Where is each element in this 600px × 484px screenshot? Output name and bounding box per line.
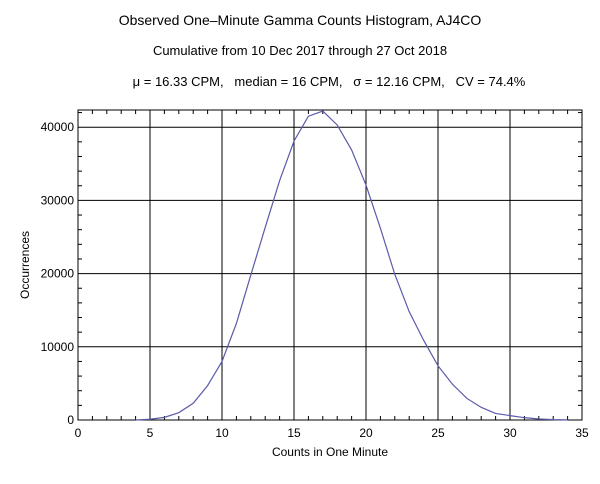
chart-title: Observed One–Minute Gamma Counts Histogr… (119, 12, 482, 28)
x-tick-label: 0 (75, 426, 82, 440)
grid (78, 110, 582, 420)
x-tick-label: 20 (359, 426, 373, 440)
x-axis-label: Counts in One Minute (272, 445, 388, 459)
y-tick-label: 10000 (41, 340, 75, 354)
x-tick-label: 5 (147, 426, 154, 440)
y-tick-label: 0 (67, 413, 74, 427)
chart-subtitle: Cumulative from 10 Dec 2017 through 27 O… (153, 43, 447, 58)
y-tick-label: 40000 (41, 120, 75, 134)
x-tick-label: 30 (503, 426, 517, 440)
x-tick-label: 35 (575, 426, 589, 440)
tick-labels: 0 5 10 15 20 25 30 35 0 10000 20000 30000 40000 (41, 120, 589, 440)
plot-frame (77, 109, 583, 421)
stats-line: μ = 16.33 CPM, median = 16 CPM, σ = 12.1… (133, 74, 526, 89)
x-tick-label: 10 (215, 426, 229, 440)
ticks (78, 110, 582, 420)
y-tick-label: 20000 (41, 267, 75, 281)
y-tick-label: 30000 (41, 193, 75, 207)
x-tick-label: 25 (431, 426, 445, 440)
series-line (135, 110, 568, 421)
y-axis-label: Occurrences (18, 231, 32, 299)
x-tick-label: 15 (287, 426, 301, 440)
